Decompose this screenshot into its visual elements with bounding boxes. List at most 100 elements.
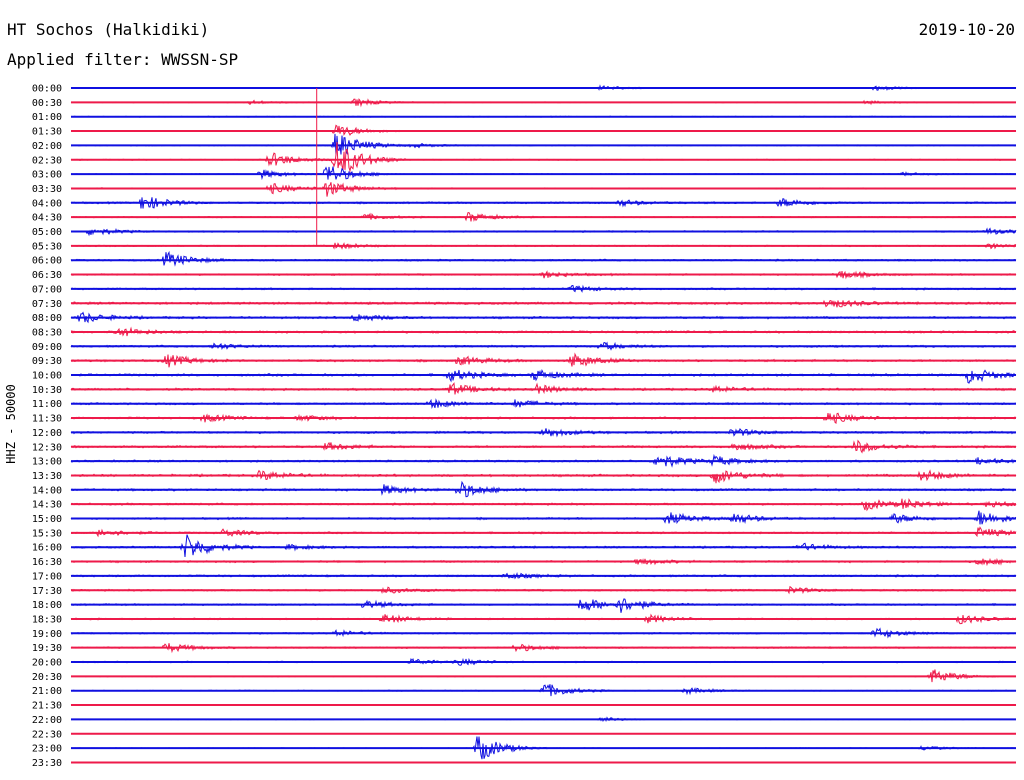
seismic-trace (70, 212, 1017, 222)
time-label: 14:30 (32, 500, 62, 511)
time-label: 13:30 (32, 471, 62, 482)
seismic-trace (70, 182, 1017, 197)
station-title: HT Sochos (Halkidiki) (7, 20, 210, 39)
time-label: 03:30 (32, 184, 62, 195)
time-label: 01:00 (32, 112, 62, 123)
seismic-trace (70, 684, 1017, 697)
time-label: 22:00 (32, 715, 62, 726)
time-label: 09:30 (32, 356, 62, 367)
time-label: 04:30 (32, 213, 62, 224)
time-label: 09:00 (32, 342, 62, 353)
time-label: 01:30 (32, 127, 62, 138)
seismic-trace (70, 557, 1017, 567)
time-label: 18:00 (32, 600, 62, 611)
seismic-trace (70, 613, 1017, 625)
time-label: 17:30 (32, 586, 62, 597)
record-date: 2019-10-20 (918, 20, 1015, 39)
seismic-trace (70, 526, 1017, 538)
seismic-trace (70, 166, 1017, 181)
seismic-trace (70, 497, 1017, 512)
seismic-trace (70, 716, 1017, 723)
time-label: 00:30 (32, 98, 62, 109)
time-label: 00:00 (32, 84, 62, 95)
time-label: 05:30 (32, 241, 62, 252)
seismic-trace (70, 250, 1017, 267)
time-label: 22:30 (32, 729, 62, 740)
seismic-trace (70, 469, 1017, 484)
time-label: 19:00 (32, 629, 62, 640)
seismic-trace (70, 439, 1017, 454)
seismic-trace (70, 299, 1017, 308)
seismic-trace (70, 657, 1017, 666)
seismic-trace (70, 197, 1017, 209)
seismic-trace (70, 124, 1017, 136)
time-label: 07:30 (32, 299, 62, 310)
time-label: 15:00 (32, 514, 62, 525)
seismic-trace (70, 141, 1017, 173)
seismic-trace (70, 115, 1017, 118)
time-label: 11:00 (32, 399, 62, 410)
time-label: 10:00 (32, 371, 62, 382)
time-label: 18:30 (32, 614, 62, 625)
seismic-trace (70, 84, 1017, 91)
seismic-trace (70, 352, 1017, 368)
seismic-trace (70, 326, 1017, 337)
time-label: 21:00 (32, 686, 62, 697)
seismic-trace (71, 227, 1017, 237)
time-label: 03:00 (32, 170, 62, 181)
time-label: 06:00 (32, 256, 62, 267)
seismic-trace (71, 133, 1017, 156)
time-label: 20:00 (32, 658, 62, 669)
time-label: 02:30 (32, 155, 62, 166)
time-label: 11:30 (32, 414, 62, 425)
time-label: 06:30 (32, 270, 62, 281)
seismic-trace (70, 98, 1017, 108)
time-label: 10:30 (32, 385, 62, 396)
time-label: 08:30 (32, 327, 62, 338)
filter-label: Applied filter: WWSSN-SP (7, 50, 239, 69)
seismic-trace (71, 761, 1017, 764)
seismic-trace (70, 704, 1017, 706)
time-label: 23:30 (32, 758, 62, 769)
seismic-trace (70, 572, 1017, 580)
seismic-trace (70, 270, 1017, 280)
seismic-trace (70, 242, 1017, 250)
time-label: 23:00 (32, 744, 62, 755)
seismic-trace (70, 453, 1017, 468)
time-label: 07:00 (32, 284, 62, 295)
time-label: 16:00 (32, 543, 62, 554)
seismic-trace (70, 643, 1017, 654)
seismic-trace (70, 398, 1017, 409)
seismic-trace (70, 732, 1016, 735)
time-label: 02:00 (32, 141, 62, 152)
seismic-trace (70, 341, 1017, 351)
seismic-trace (70, 598, 1017, 613)
time-label: 15:30 (32, 528, 62, 539)
time-label: 04:00 (32, 198, 62, 209)
time-label: 14:00 (32, 485, 62, 496)
seismic-trace (70, 510, 1017, 525)
time-label: 21:30 (32, 701, 62, 712)
time-label: 19:30 (32, 643, 62, 654)
seismic-trace (70, 369, 1017, 384)
seismic-trace (70, 585, 1017, 595)
seismic-trace (70, 428, 1017, 438)
time-label: 13:00 (32, 457, 62, 468)
seismic-trace (70, 412, 1017, 425)
time-label: 12:00 (32, 428, 62, 439)
seismic-trace (70, 382, 1017, 395)
seismic-trace (70, 534, 1017, 558)
seismic-trace (70, 311, 1017, 324)
seismic-trace (70, 480, 1017, 498)
seismic-trace (70, 284, 1017, 293)
seismic-trace (70, 627, 1017, 639)
time-label: 08:00 (32, 313, 62, 324)
time-label: 12:30 (32, 442, 62, 453)
time-label: 20:30 (32, 672, 62, 683)
time-label: 17:00 (32, 571, 62, 582)
seismic-trace (70, 669, 1017, 683)
time-label: 05:00 (32, 227, 62, 238)
seismic-trace (70, 736, 1016, 760)
time-label: 16:30 (32, 557, 62, 568)
